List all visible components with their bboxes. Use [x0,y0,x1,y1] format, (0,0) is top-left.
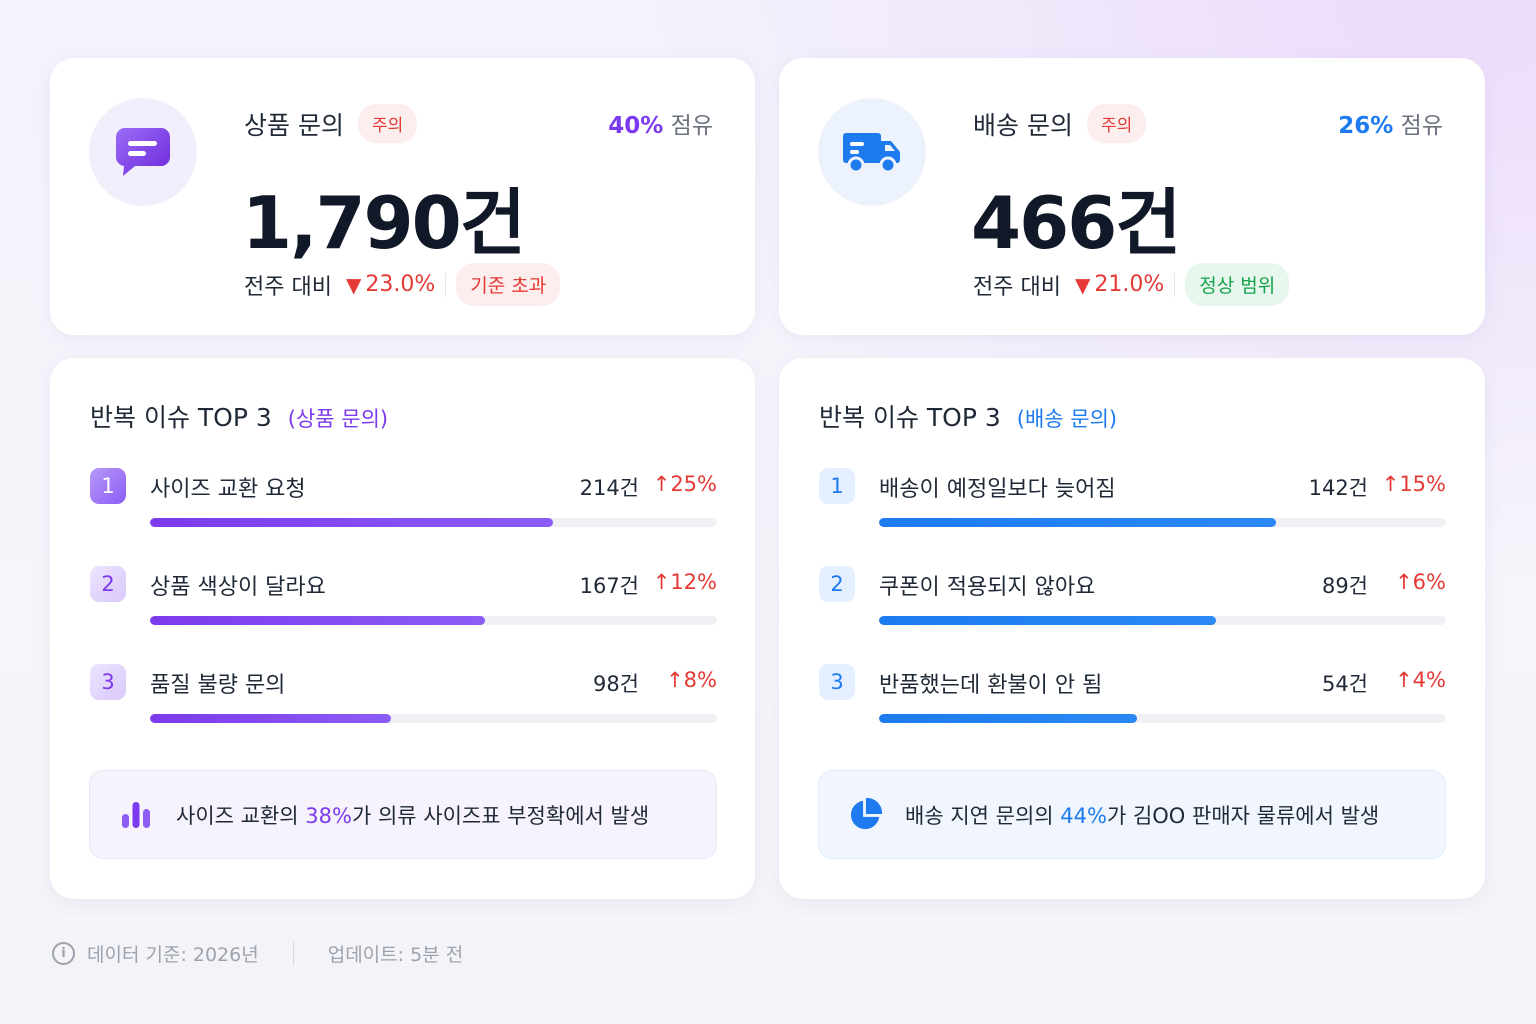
progress-track [150,518,717,527]
divider [1174,272,1176,297]
rank-badge: 2 [819,566,855,602]
issue-row[interactable]: 1 사이즈 교환 요청 214건 ↑25% [90,468,717,538]
delivery-inquiry-card: 배송 문의 주의 26% 점유 466건 전주 대비 ▼ 21.0% 정상 범위 [779,58,1485,335]
issue-name: 상품 색상이 달라요 [150,575,326,600]
top-issues-product-card: 반복 이슈 TOP 3 (상품 문의) 1 사이즈 교환 요청 214건 ↑25… [50,358,755,899]
warning-badge: 주의 [357,104,418,143]
issue-row[interactable]: 3 반품했는데 환불이 안 됨 54건 ↑4% [819,664,1446,734]
share-percent: 26% [1338,113,1394,139]
issue-name: 배송이 예정일보다 늦어짐 [879,477,1116,502]
issue-change: ↑25% [652,472,717,496]
rank-badge: 1 [90,468,126,504]
issue-count: 214건 [579,476,639,500]
issue-row[interactable]: 2 쿠폰이 적용되지 않아요 89건 ↑6% [819,566,1446,636]
change-value: 23.0% [365,272,436,297]
bar-chart-icon [118,797,154,833]
progress-track [879,518,1446,527]
progress-track [150,616,717,625]
progress-fill [879,616,1217,625]
progress-fill [879,714,1137,723]
progress-track [150,714,717,723]
card-title: 상품 문의 [244,110,344,140]
issue-name: 반품했는데 환불이 안 됨 [879,673,1103,698]
insight-highlight: 38% [305,803,352,828]
share-label: 26% 점유 [1338,106,1443,140]
down-triangle-icon: ▼ [345,272,362,297]
issue-name: 쿠폰이 적용되지 않아요 [879,575,1096,600]
status-badge: 정상 범위 [1185,263,1290,306]
section-title: 반복 이슈 TOP 3 [819,403,1001,432]
rank-badge: 1 [819,468,855,504]
rank-badge: 3 [90,664,126,700]
share-suffix: 점유 [663,113,713,139]
top-issues-delivery-card: 반복 이슈 TOP 3 (배송 문의) 1 배송이 예정일보다 늦어짐 142건… [779,358,1485,899]
week-comparison: 전주 대비 ▼ 21.0% 정상 범위 [973,263,1290,306]
compare-label: 전주 대비 [973,274,1061,300]
share-label: 40% 점유 [608,106,713,140]
issue-change: ↑8% [666,668,717,692]
insight-prefix: 배송 지연 문의의 [905,803,1061,828]
down-triangle-icon: ▼ [1074,272,1091,297]
insight-text: 사이즈 교환의 38%가 의류 사이즈표 부정확에서 발생 [176,800,649,830]
issue-count: 54건 [1321,672,1368,696]
issue-name: 사이즈 교환 요청 [150,477,306,502]
issue-change: ↑15% [1381,472,1446,496]
issue-count: 142건 [1308,476,1368,500]
issue-row[interactable]: 2 상품 색상이 달라요 167건 ↑12% [90,566,717,636]
progress-track [879,714,1446,723]
progress-fill [150,518,553,527]
rank-badge: 2 [90,566,126,602]
section-subtitle: (상품 문의) [287,407,389,431]
footer: i 데이터 기준: 2026년 업데이트: 5분 전 [52,940,463,967]
change-value: 21.0% [1094,272,1165,297]
divider [292,941,294,966]
insight-highlight: 44% [1060,803,1107,828]
progress-track [879,616,1446,625]
issue-count: 98건 [592,672,639,696]
inquiry-count: 466건 [971,181,1182,265]
issue-change: ↑12% [652,570,717,594]
share-suffix: 점유 [1393,113,1443,139]
rank-badge: 3 [819,664,855,700]
insight-prefix: 사이즈 교환의 [176,803,306,828]
progress-fill [879,518,1276,527]
status-badge: 기준 초과 [456,263,561,306]
insight-suffix: 가 김OO 판매자 물류에서 발생 [1106,803,1380,828]
issue-row[interactable]: 1 배송이 예정일보다 늦어짐 142건 ↑15% [819,468,1446,538]
warning-badge: 주의 [1086,104,1147,143]
info-icon: i [52,942,75,965]
inquiry-count: 1,790건 [242,181,526,265]
chat-bubble-icon [89,98,197,206]
insight-box: 배송 지연 문의의 44%가 김OO 판매자 물류에서 발생 [818,770,1446,859]
issue-count: 89건 [1321,574,1368,598]
truck-icon [818,98,926,206]
issue-change: ↑4% [1395,668,1446,692]
issue-row[interactable]: 3 품질 불량 문의 98건 ↑8% [90,664,717,734]
compare-label: 전주 대비 [244,274,332,300]
update-time: 업데이트: 5분 전 [327,944,464,966]
progress-fill [150,714,391,723]
section-title: 반복 이슈 TOP 3 [90,403,272,432]
card-title: 배송 문의 [973,110,1073,140]
progress-fill [150,616,485,625]
section-subtitle: (배송 문의) [1016,407,1118,431]
issue-name: 품질 불량 문의 [150,673,286,698]
data-basis: 데이터 기준: 2026년 [87,944,259,966]
insight-box: 사이즈 교환의 38%가 의류 사이즈표 부정확에서 발생 [89,770,717,859]
insight-text: 배송 지연 문의의 44%가 김OO 판매자 물류에서 발생 [905,800,1379,830]
share-percent: 40% [608,113,664,139]
issue-count: 167건 [579,574,639,598]
pie-chart-icon [847,797,883,833]
issue-change: ↑6% [1395,570,1446,594]
week-comparison: 전주 대비 ▼ 23.0% 기준 초과 [244,263,561,306]
insight-suffix: 가 의류 사이즈표 부정확에서 발생 [351,803,650,828]
divider [445,272,447,297]
product-inquiry-card: 상품 문의 주의 40% 점유 1,790건 전주 대비 ▼ 23.0% 기준 … [50,58,755,335]
